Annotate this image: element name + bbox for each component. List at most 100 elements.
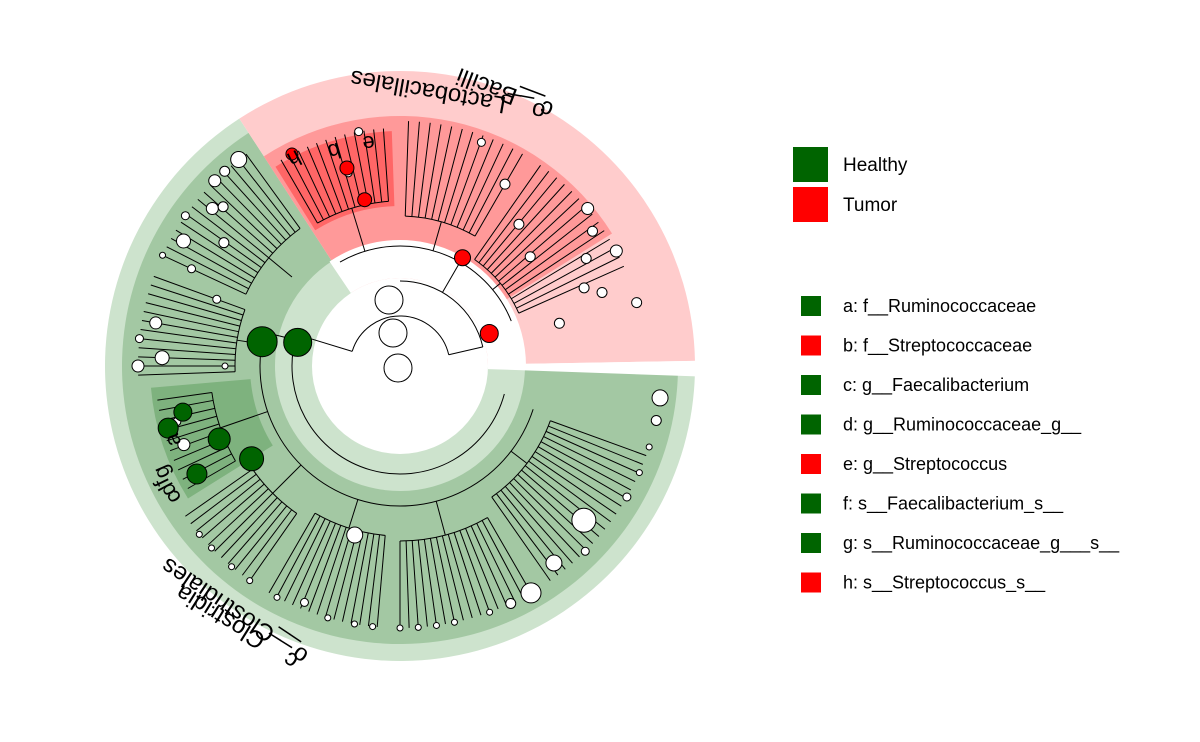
legend-label-tumor: Tumor <box>843 195 898 216</box>
tree-branch <box>450 135 484 226</box>
tree-branch <box>518 265 625 314</box>
clade-node <box>524 251 536 263</box>
tree-branch <box>276 515 321 598</box>
tree-branch <box>166 246 249 290</box>
tree-branch <box>191 206 266 264</box>
tree-branch <box>543 436 636 483</box>
clade-node <box>645 443 653 451</box>
legend-feature-label: b: f__Streptococcaceae <box>843 336 1032 357</box>
tree-branch <box>333 530 358 620</box>
tree-branch <box>220 497 278 558</box>
tree-branch <box>138 356 236 361</box>
clade-node <box>131 359 145 373</box>
tree-arc <box>405 215 476 237</box>
tree-branch <box>513 478 587 551</box>
tree-branch <box>316 527 347 615</box>
legend-feature-swatch <box>801 375 821 395</box>
tree-branch <box>230 165 291 237</box>
clade-node <box>635 469 643 477</box>
clade-node <box>273 593 281 601</box>
tree-branch <box>143 311 239 333</box>
tree-branch <box>190 473 257 525</box>
tree-branch <box>138 347 236 355</box>
clostridiales-node <box>246 326 278 358</box>
ruminococcaceae-g-node-d <box>186 463 208 485</box>
tree-branch <box>418 122 431 218</box>
tree-branch <box>153 275 246 311</box>
clade-node <box>578 282 590 294</box>
tree-branch <box>448 346 483 356</box>
legend-feature-label: d: g__Ruminococcaceae_g__ <box>843 415 1082 436</box>
phylum-node <box>383 353 413 383</box>
tree-branch <box>444 131 474 223</box>
tree-branch <box>537 446 627 499</box>
clade-node <box>299 597 309 607</box>
tree-branch <box>465 528 499 610</box>
legend-feature-swatch <box>801 572 821 593</box>
clade-node <box>609 244 623 258</box>
tree-branch <box>157 391 212 401</box>
legend-feature-label: f: s__Faecalibacterium_s__ <box>843 494 1064 515</box>
legend-feature-label: a: f__Ruminococcaceae <box>843 296 1036 317</box>
clade-node <box>476 137 486 147</box>
tree-branch <box>145 302 241 327</box>
tree-branch <box>429 538 446 625</box>
tree-branch <box>324 528 353 618</box>
clade-node <box>324 614 332 622</box>
tree-branch <box>162 254 247 295</box>
legend-feature-swatch <box>801 454 821 474</box>
clade-node <box>208 544 216 552</box>
clade-node <box>650 414 662 426</box>
tree-branch <box>550 420 647 457</box>
clade-node <box>351 620 359 628</box>
label-clade-e: e <box>361 130 377 156</box>
tree-branch <box>437 128 463 222</box>
tree-branch <box>166 423 220 442</box>
tree-branch <box>478 171 550 264</box>
clade-node <box>486 608 494 616</box>
tree-branch <box>545 430 640 474</box>
clade-node <box>177 438 191 452</box>
clade-node <box>218 237 230 249</box>
tree-arc <box>291 334 505 475</box>
tree-branch <box>404 121 410 217</box>
faecalibacterium-s-node-f <box>173 402 193 422</box>
clade-node <box>187 264 197 274</box>
tree-branch <box>376 535 386 628</box>
tree-branch <box>308 525 342 612</box>
clade-node <box>217 201 229 213</box>
tree-branch <box>531 456 617 515</box>
legend-feature-label: g: s__Ruminococcaceae_g___s__ <box>843 533 1120 554</box>
tree-branch <box>548 425 644 465</box>
tree-branch <box>203 191 274 254</box>
tree-branch <box>138 371 236 376</box>
tree-branch <box>432 221 442 251</box>
tree-branch <box>510 238 610 300</box>
tree-branch <box>382 128 389 202</box>
streptococcaceae-node-b <box>357 192 373 208</box>
tree-branch <box>447 534 473 618</box>
clade-node <box>212 294 222 304</box>
tree-branch <box>363 130 376 203</box>
tree-branch <box>476 523 516 602</box>
tree-branch <box>411 540 419 628</box>
bacilli-node <box>454 249 471 267</box>
tree-branch <box>220 411 268 429</box>
clade-node <box>195 530 203 538</box>
clade-node <box>246 577 254 585</box>
legend-feature-swatch <box>801 533 821 553</box>
clade-node <box>587 225 599 237</box>
tree-branch <box>435 537 455 623</box>
clade-node <box>159 251 167 259</box>
tree-branch <box>316 142 343 212</box>
tree-branch <box>373 129 383 203</box>
tree-branch <box>148 293 242 322</box>
tree-branch <box>245 153 301 229</box>
legend-feature-label: h: s__Streptococcus_s__ <box>843 573 1046 594</box>
tree-branch <box>528 460 611 523</box>
tree-branch <box>280 159 318 224</box>
clade-node <box>499 178 511 190</box>
tree-branch <box>459 530 491 613</box>
clade-node <box>175 233 191 249</box>
